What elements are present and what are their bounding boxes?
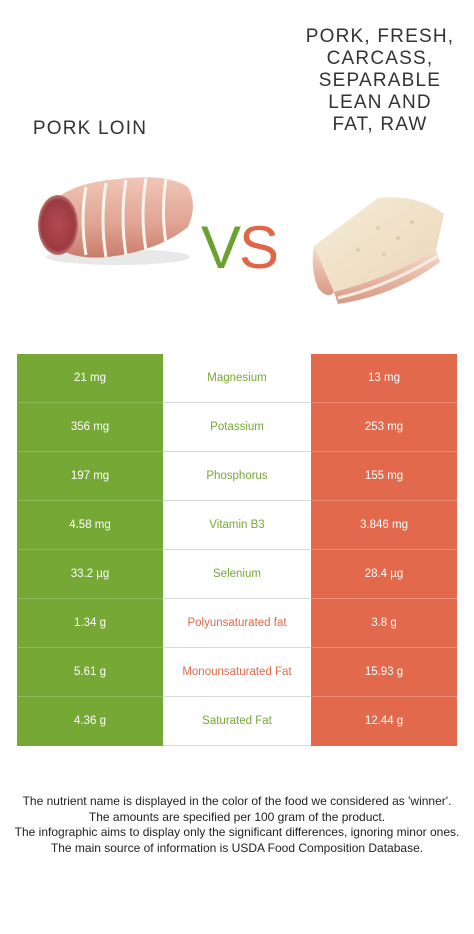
left-value: 4.58 mg (17, 501, 163, 550)
vs-s: S (239, 214, 279, 281)
right-value: 13 mg (311, 354, 457, 403)
left-value: 4.36 g (17, 697, 163, 746)
nutrient-name: Potassium (163, 403, 311, 452)
right-title-line: FAT, RAW (332, 114, 428, 135)
nutrient-name: Saturated Fat (163, 697, 311, 746)
table-row: 197 mg Phosphorus 155 mg (17, 452, 457, 501)
left-value: 1.34 g (17, 599, 163, 648)
table-row: 21 mg Magnesium 13 mg (17, 354, 457, 403)
nutrient-name: Vitamin B3 (163, 501, 311, 550)
right-value: 12.44 g (311, 697, 457, 746)
footer-notes: The nutrient name is displayed in the co… (10, 794, 464, 856)
table-row: 356 mg Potassium 253 mg (17, 403, 457, 452)
right-title-line: CARCASS, (326, 48, 434, 69)
right-value: 3.8 g (311, 599, 457, 648)
table-row: 1.34 g Polyunsaturated fat 3.8 g (17, 599, 457, 648)
table-row: 5.61 g Monounsaturated Fat 15.93 g (17, 648, 457, 697)
right-title-line: PORK, FRESH, (305, 26, 455, 47)
left-value: 5.61 g (17, 648, 163, 697)
right-food-title: PORK, FRESH, CARCASS, SEPARABLE LEAN AND… (290, 26, 470, 136)
nutrient-name: Polyunsaturated fat (163, 599, 311, 648)
nutrient-name: Magnesium (163, 354, 311, 403)
footer-line: The nutrient name is displayed in the co… (22, 794, 452, 808)
table-row: 4.36 g Saturated Fat 12.44 g (17, 697, 457, 746)
left-value: 197 mg (17, 452, 163, 501)
footer-line: The main source of information is USDA F… (50, 840, 424, 855)
table-row: 4.58 mg Vitamin B3 3.846 mg (17, 501, 457, 550)
right-value: 155 mg (311, 452, 457, 501)
left-value: 356 mg (17, 403, 163, 452)
nutrient-name: Selenium (163, 550, 311, 599)
comparison-table: 21 mg Magnesium 13 mg 356 mg Potassium 2… (17, 354, 457, 746)
right-value: 28.4 µg (311, 550, 457, 599)
nutrient-name: Phosphorus (163, 452, 311, 501)
right-value: 3.846 mg (311, 501, 457, 550)
vs-v: V (200, 214, 241, 281)
right-value: 15.93 g (311, 648, 457, 697)
vs-label: VS (184, 212, 294, 284)
pork-loin-image (38, 177, 193, 265)
left-value: 21 mg (17, 354, 163, 403)
footer-line: The amounts are specified per 100 gram o… (88, 809, 386, 824)
right-title-line: LEAN AND (328, 92, 432, 113)
left-value: 33.2 µg (17, 550, 163, 599)
nutrient-name: Monounsaturated Fat (163, 648, 311, 697)
table-row: 33.2 µg Selenium 28.4 µg (17, 550, 457, 599)
footer-line: The infographic aims to display only the… (14, 825, 460, 839)
right-title-line: SEPARABLE (318, 70, 442, 91)
pork-slab-image (312, 197, 444, 304)
right-value: 253 mg (311, 403, 457, 452)
left-food-title: PORK LOIN (32, 118, 148, 139)
